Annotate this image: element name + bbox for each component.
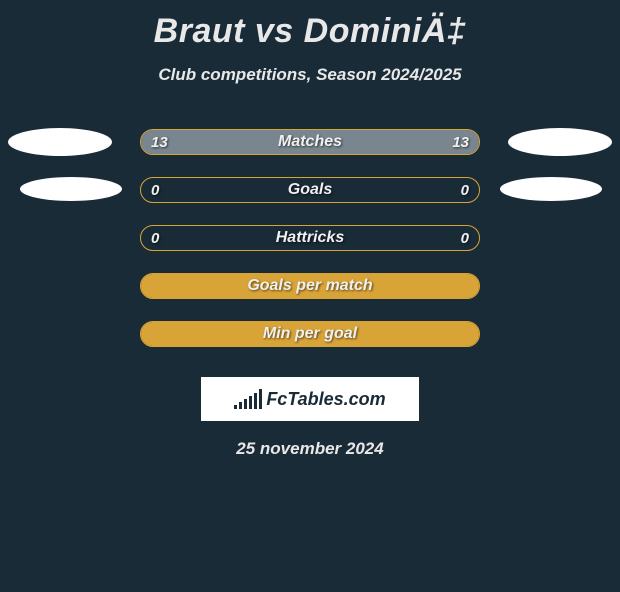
player-blob-right bbox=[500, 177, 602, 201]
stat-value-left: 0 bbox=[151, 230, 159, 247]
stat-row: Min per goal bbox=[0, 321, 620, 347]
stat-row: 13 Matches 13 bbox=[0, 129, 620, 155]
player-blob-left bbox=[8, 128, 112, 156]
stat-value-right: 13 bbox=[452, 134, 469, 151]
stat-rows: 13 Matches 13 0 Goals 0 0 Hattricks 0 Goals per m… bbox=[0, 129, 620, 347]
stat-value-left: 13 bbox=[151, 134, 168, 151]
stat-label: Goals bbox=[288, 181, 332, 199]
stat-bar: Min per goal bbox=[140, 321, 480, 347]
stat-label: Hattricks bbox=[276, 229, 344, 247]
logo-bar-segment bbox=[254, 393, 257, 409]
subtitle: Club competitions, Season 2024/2025 bbox=[0, 65, 620, 85]
logo-bar-segment bbox=[249, 396, 252, 409]
stat-bar: Goals per match bbox=[140, 273, 480, 299]
player-blob-right bbox=[508, 128, 612, 156]
stat-label: Goals per match bbox=[247, 277, 372, 295]
page-title: Braut vs DominiÄ‡ bbox=[0, 12, 620, 51]
stat-value-right: 0 bbox=[461, 230, 469, 247]
logo-bar-segment bbox=[234, 405, 237, 409]
stat-row: 0 Hattricks 0 bbox=[0, 225, 620, 251]
player-blob-left bbox=[20, 177, 122, 201]
stat-bar: 0 Hattricks 0 bbox=[140, 225, 480, 251]
stat-value-left: 0 bbox=[151, 182, 159, 199]
logo-text: FcTables.com bbox=[266, 389, 385, 410]
stat-row: 0 Goals 0 bbox=[0, 177, 620, 203]
logo-bar-segment bbox=[244, 399, 247, 409]
stat-value-right: 0 bbox=[461, 182, 469, 199]
logo-bar-segment bbox=[259, 389, 262, 409]
stat-row: Goals per match bbox=[0, 273, 620, 299]
logo-bar-segment bbox=[239, 402, 242, 409]
stat-label: Min per goal bbox=[263, 325, 357, 343]
date-label: 25 november 2024 bbox=[0, 439, 620, 459]
logo-bars-icon bbox=[234, 389, 262, 409]
stat-bar: 13 Matches 13 bbox=[140, 129, 480, 155]
stat-bar: 0 Goals 0 bbox=[140, 177, 480, 203]
stat-label: Matches bbox=[278, 133, 342, 151]
logo-box: FcTables.com bbox=[201, 377, 419, 421]
